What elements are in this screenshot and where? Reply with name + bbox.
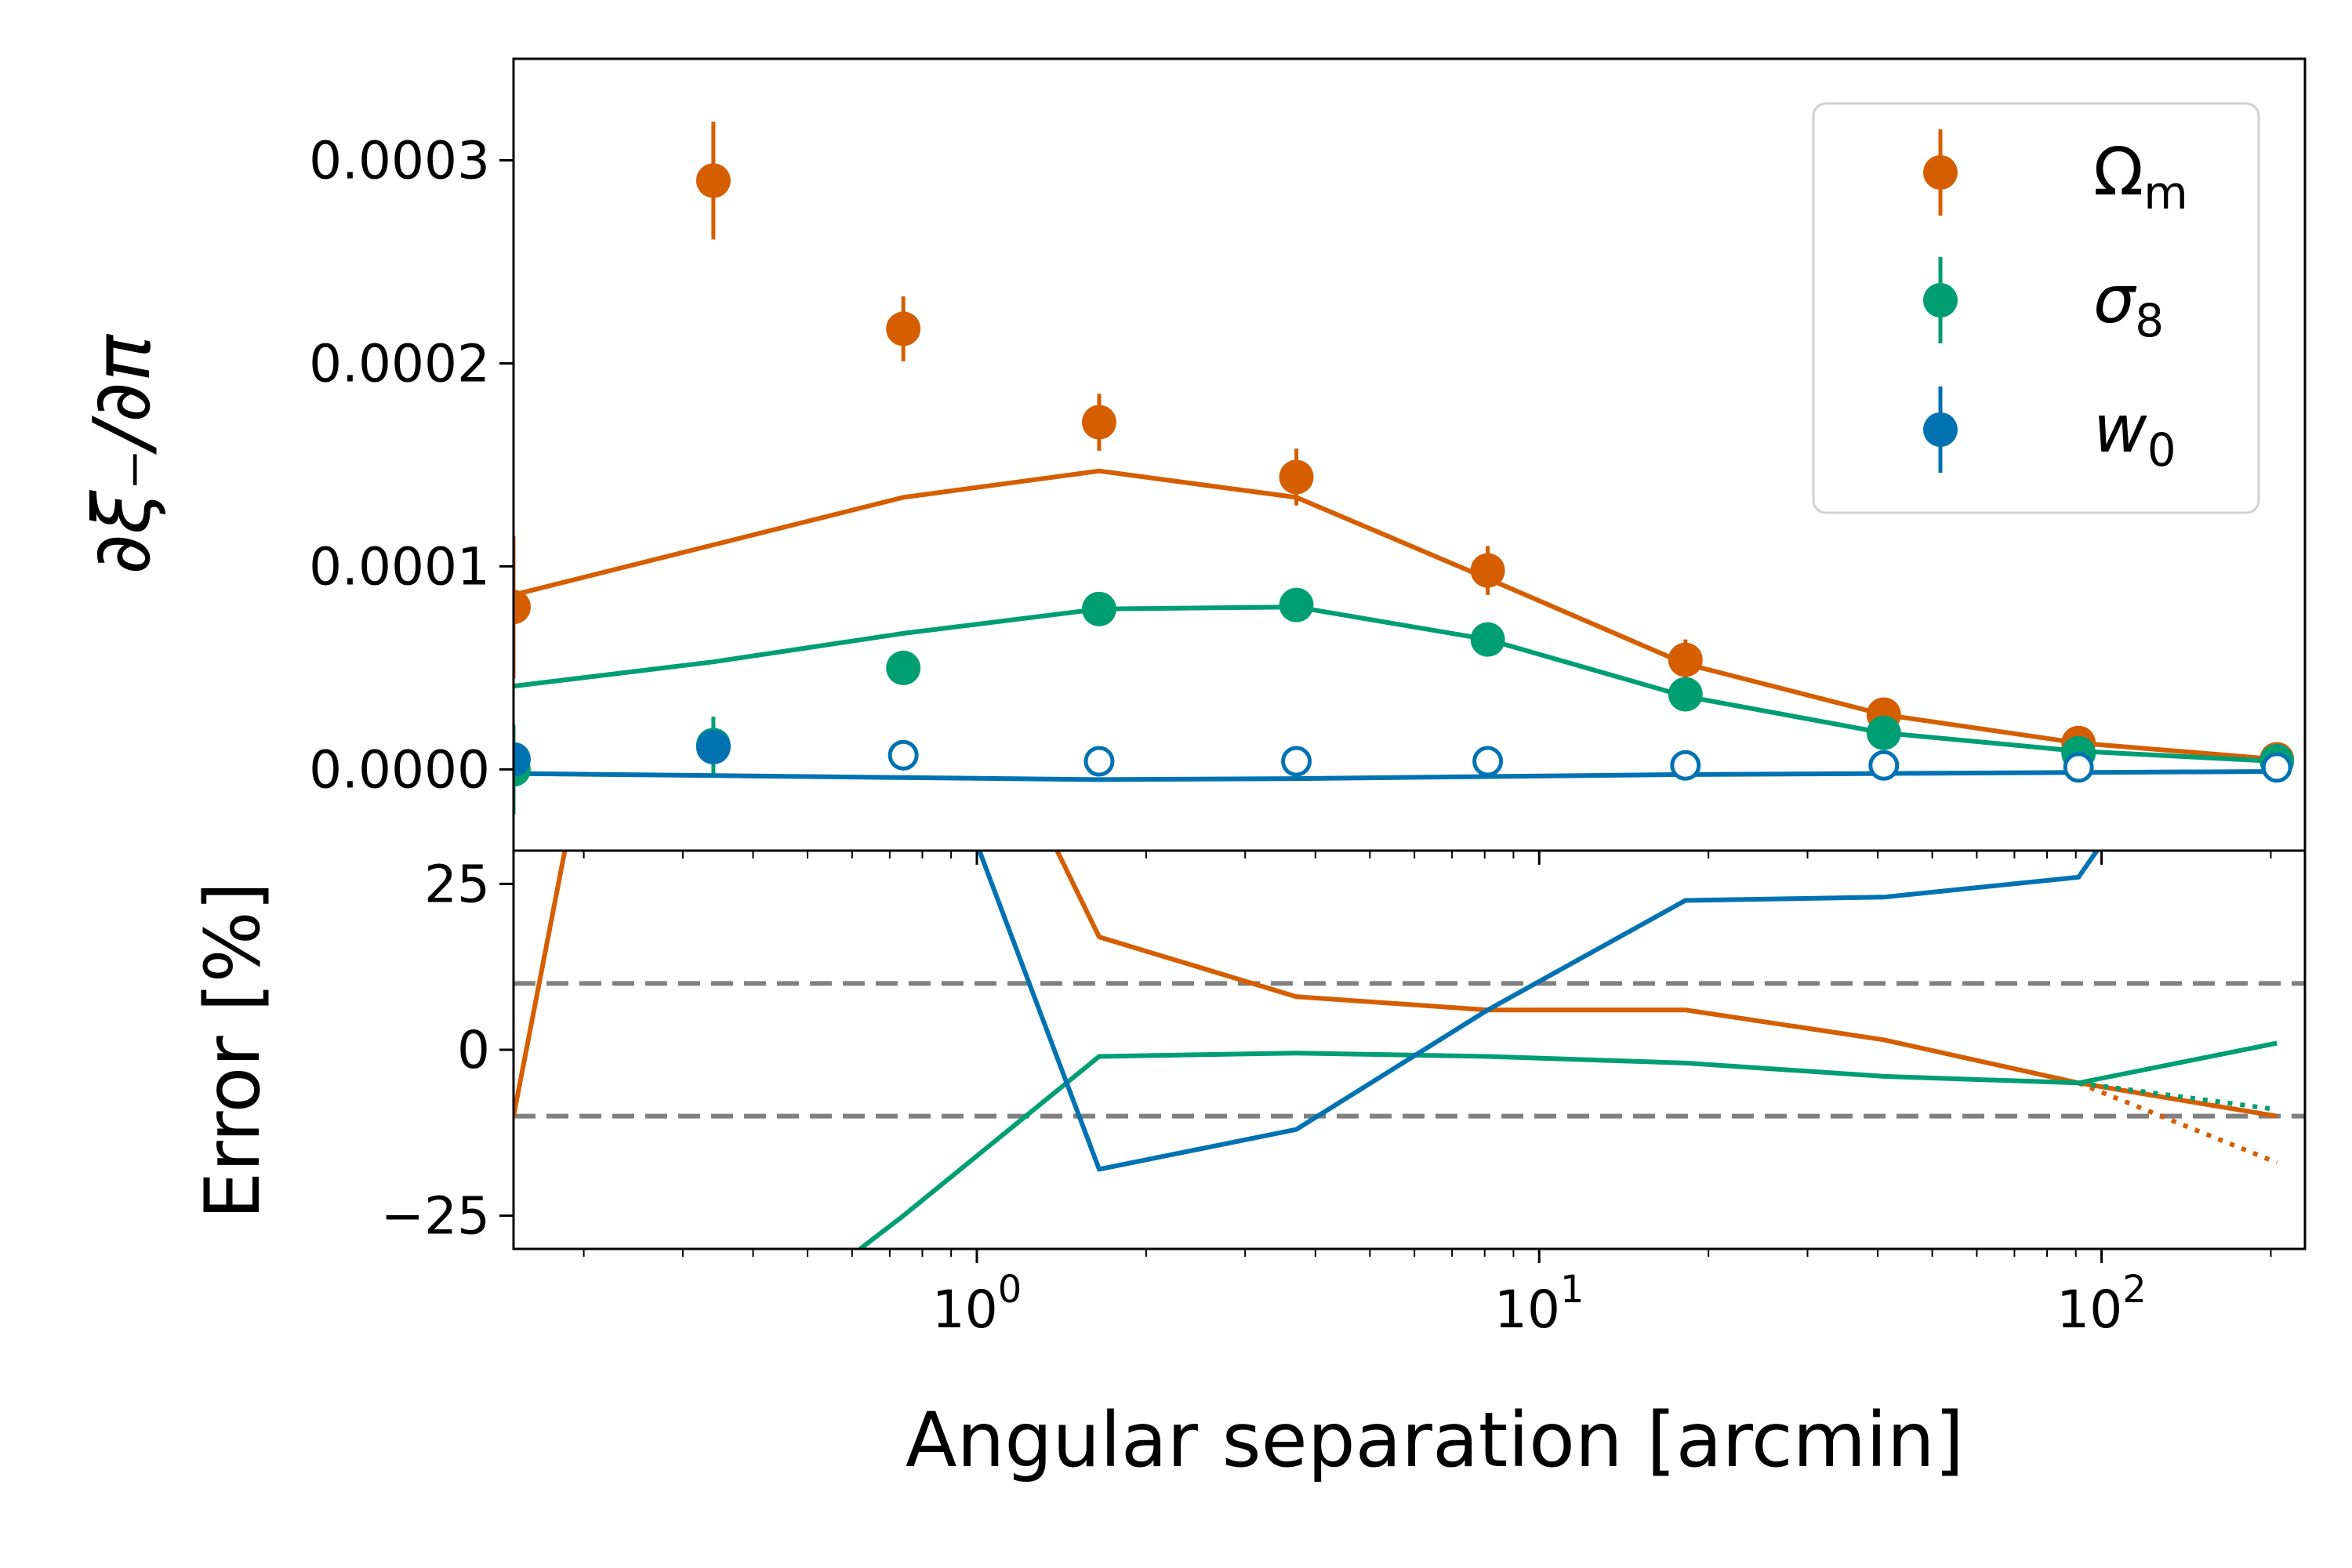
point-w_0-3: [1083, 746, 1115, 777]
legend: Ωm σ8 w0: [1812, 102, 2260, 514]
point-omega_m-5: [1470, 553, 1505, 588]
legend-marker-w_0: [1923, 412, 1958, 447]
point-omega_m-3: [1081, 405, 1116, 440]
point-sigma_8-3: [1081, 591, 1116, 626]
point-omega_m-0: [514, 590, 531, 625]
point-w_0-5: [1472, 746, 1504, 777]
point-w_0-7: [1868, 750, 1900, 781]
legend-label-w_0: w0: [2093, 390, 2176, 477]
point-omega_m-1: [695, 163, 731, 198]
point-w_0-4: [1281, 746, 1312, 777]
top-y-tick-label-2: 0.0002: [309, 333, 490, 394]
point-sigma_8-7: [1866, 715, 1901, 750]
legend-marker-omega_m: [1923, 155, 1958, 190]
point-omega_m-2: [886, 311, 921, 347]
model-line-omega_m: [514, 468, 2278, 762]
top-y-tick-label-1: 0.0001: [309, 536, 490, 597]
bottom-plot-frame: [512, 849, 2307, 1250]
x-tick-label-2: 102: [2056, 1268, 2147, 1340]
point-w_0-8: [2063, 752, 2094, 783]
top-y-axis-title: ∂ξ₋/∂π: [76, 333, 168, 575]
top-y-tick-label-3: 0.0003: [309, 130, 490, 191]
legend-frame: [1812, 102, 2260, 514]
legend-label-omega_m: Ωm: [2093, 133, 2188, 220]
top-y-axis-title-text: ∂ξ₋/∂π: [76, 333, 168, 575]
point-w_0-6: [1670, 750, 1701, 781]
model-line-sigma_8: [514, 604, 2278, 764]
x-tick-label-0: 100: [932, 1268, 1022, 1340]
bottom-y-axis-title: Error [%]: [189, 882, 277, 1220]
point-w_0-1: [695, 729, 731, 764]
bottom-panel: −25 0 25 100 101 102: [381, 849, 2307, 1340]
point-sigma_8-5: [1470, 622, 1505, 657]
point-sigma_8-6: [1668, 677, 1703, 712]
model-line-w_0: [514, 769, 2278, 782]
error-line-dotted-sigma_8: [2078, 1080, 2278, 1112]
error-line-omega_m: [514, 851, 2278, 1119]
bottom-y-tick-label-2: 25: [424, 854, 490, 914]
top-y-tick-label-0: 0.0000: [309, 739, 490, 800]
point-sigma_8-4: [1279, 587, 1314, 622]
bottom-y-tick-label-0: −25: [381, 1186, 490, 1247]
point-w_0-9: [2261, 752, 2292, 783]
x-axis-title: Angular separation [arcmin]: [906, 1396, 1964, 1484]
point-w_0-2: [887, 739, 919, 771]
point-omega_m-6: [1668, 642, 1703, 677]
x-tick-label-1: 101: [1494, 1268, 1584, 1340]
legend-label-sigma_8: σ8: [2093, 261, 2164, 347]
top-panel: 0.0000 0.0001 0.0002 0.0003: [309, 57, 2307, 865]
point-w_0-0: [514, 742, 531, 777]
point-omega_m-4: [1279, 459, 1314, 495]
error-line-w_0: [976, 851, 2100, 1172]
error-line-dotted-omega_m: [2078, 1080, 2278, 1165]
legend-marker-sigma_8: [1923, 283, 1958, 318]
bottom-y-tick-label-1: 0: [457, 1020, 490, 1080]
error-line-sigma_8: [858, 1040, 2278, 1249]
bottom-y-axis-title-text: Error [%]: [189, 882, 277, 1220]
point-sigma_8-2: [886, 650, 921, 685]
